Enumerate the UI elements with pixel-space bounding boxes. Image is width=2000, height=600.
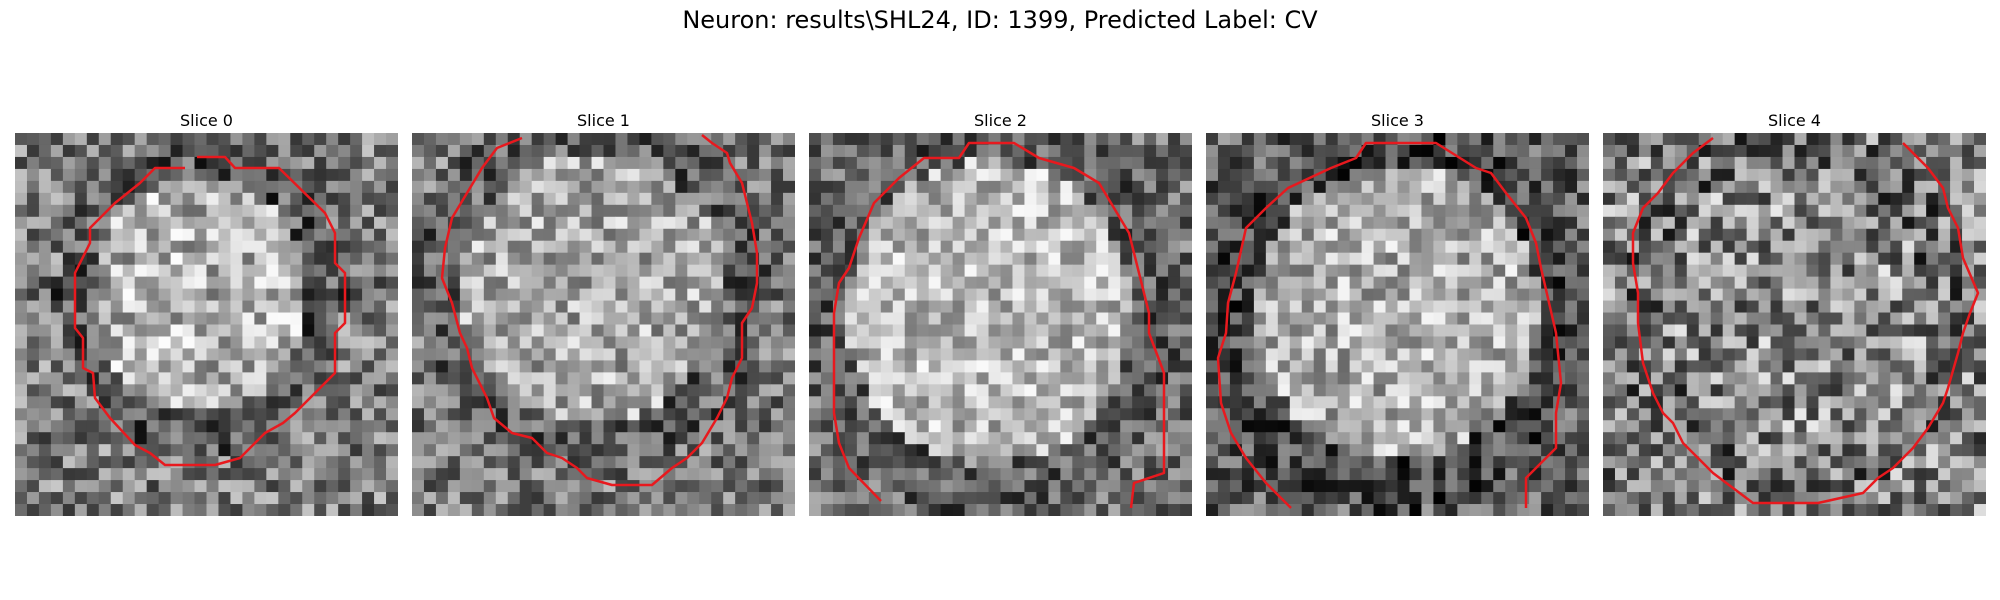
slice-panel-0: Slice 0 [15,109,398,516]
cell-contour [73,155,347,467]
pixel-grid [1206,133,1589,516]
slice-title: Slice 3 [1371,111,1424,130]
pixel-grid [412,133,795,516]
cell-contour [1631,137,1980,505]
slice-image [1206,133,1589,516]
slice-panel-3: Slice 3 [1206,109,1589,516]
slice-title: Slice 4 [1768,111,1821,130]
cell-contour [832,141,1166,509]
cell-contour [440,134,759,487]
slice-panel-1: Slice 1 [412,109,795,516]
slice-image [809,133,1192,516]
slice-title: Slice 1 [577,111,630,130]
figure-title: Neuron: results\SHL24, ID: 1399, Predict… [682,6,1318,34]
slice-panel-2: Slice 2 [809,109,1192,516]
pixel-grid [809,133,1192,516]
cell-contour [1216,141,1563,509]
slice-image [15,133,398,516]
slice-panel-4: Slice 4 [1603,109,1986,516]
pixel-grid [15,133,398,516]
slice-title: Slice 0 [180,111,233,130]
slice-image [412,133,795,516]
slice-image [1603,133,1986,516]
slice-title: Slice 2 [974,111,1027,130]
